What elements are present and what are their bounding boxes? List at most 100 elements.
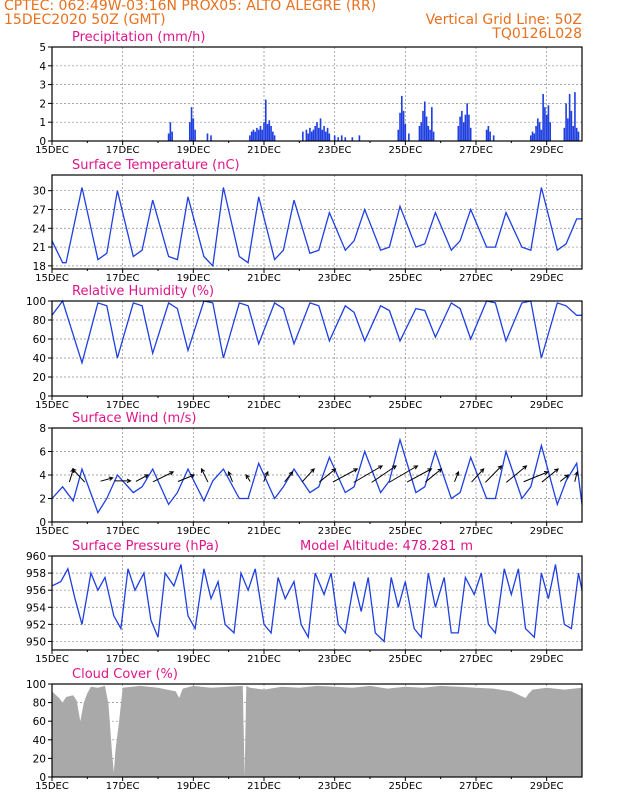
pressure-x-tick-label: 21DEC bbox=[247, 654, 281, 665]
wind-wind-arrowhead bbox=[392, 465, 397, 470]
temperature-x-tick-label: 29DEC bbox=[530, 273, 564, 284]
wind-wind-arrowhead bbox=[427, 468, 433, 473]
precipitation-bar bbox=[538, 122, 541, 141]
precipitation-bar bbox=[268, 120, 271, 141]
precipitation-bar bbox=[422, 110, 424, 141]
precipitation-bar bbox=[259, 125, 262, 141]
wind-wind-arrowhead bbox=[108, 476, 114, 481]
pressure-y-tick-label: 952 bbox=[26, 619, 46, 631]
precipitation-bar bbox=[547, 105, 550, 141]
precipitation-bar bbox=[487, 125, 490, 141]
precipitation-bar bbox=[577, 131, 580, 141]
cloud-cover-x-tick-label: 29DEC bbox=[530, 781, 564, 792]
precipitation-bar bbox=[257, 129, 260, 141]
precipitation-bar bbox=[250, 131, 253, 141]
precipitation-bar bbox=[194, 129, 196, 141]
precipitation-bar bbox=[542, 94, 544, 141]
temperature-x-tick-label: 23DEC bbox=[318, 273, 352, 284]
cloud-cover-y-tick-label: 0 bbox=[39, 772, 46, 784]
wind-wind-arrowhead bbox=[522, 465, 528, 470]
wind-wind-arrowhead bbox=[437, 468, 443, 473]
precipitation-bar bbox=[489, 131, 491, 141]
precipitation-x-tick-label: 21DEC bbox=[247, 145, 281, 156]
pressure-y-tick-label: 958 bbox=[26, 568, 46, 580]
cloud-cover-y-tick-label: 20 bbox=[33, 753, 46, 765]
wind-wind-arrow bbox=[319, 468, 336, 483]
precipitation-bar bbox=[469, 127, 472, 141]
pressure-x-tick-label: 27DEC bbox=[459, 654, 493, 665]
pressure-y-tick-label: 954 bbox=[26, 602, 46, 614]
precipitation-x-tick-label: 17DEC bbox=[106, 145, 140, 156]
precipitation-bar bbox=[574, 92, 576, 141]
cloud-cover-area bbox=[52, 685, 582, 777]
humidity-x-tick-label: 19DEC bbox=[176, 400, 210, 411]
precipitation-bar bbox=[565, 103, 567, 141]
wind-y-tick-label: 4 bbox=[39, 470, 46, 482]
wind-wind-arrow bbox=[152, 471, 174, 483]
wind-wind-arrow bbox=[574, 471, 578, 482]
precipitation-bar bbox=[323, 125, 325, 141]
pressure-line bbox=[51, 564, 583, 643]
cloud-cover-frame bbox=[51, 683, 583, 778]
cloud-cover-x-tick-label: 17DEC bbox=[106, 781, 140, 792]
humidity-x-tick-label: 23DEC bbox=[318, 400, 352, 411]
cloud-cover-y-tick-label: 100 bbox=[26, 679, 46, 691]
pressure-title: Surface Pressure (hPa) bbox=[72, 539, 219, 554]
wind-wind-arrowhead bbox=[227, 470, 232, 476]
wind-x-tick-label: 21DEC bbox=[247, 526, 281, 537]
wind-y-tick-label: 0 bbox=[39, 517, 46, 529]
wind-wind-arrowhead bbox=[264, 470, 269, 476]
wind-wind-arrowhead bbox=[331, 468, 337, 473]
cloud-cover-x-tick-label: 19DEC bbox=[176, 781, 210, 792]
precipitation-bar bbox=[252, 129, 255, 141]
wind-wind-arrow bbox=[227, 471, 233, 482]
precipitation-bar bbox=[399, 112, 401, 141]
pressure-x-tick-label: 23DEC bbox=[318, 654, 352, 665]
wind-wind-arrow bbox=[388, 465, 418, 483]
humidity-y-tick-label: 100 bbox=[26, 296, 46, 308]
precipitation-bar bbox=[529, 135, 532, 141]
cloud-cover-x-tick-label: 15DEC bbox=[35, 781, 69, 792]
humidity-y-tick-label: 80 bbox=[33, 315, 46, 327]
wind-y-tick-label: 2 bbox=[39, 494, 46, 506]
precipitation-bar bbox=[568, 94, 571, 141]
wind-wind-arrow bbox=[284, 471, 294, 483]
precipitation-bar bbox=[256, 127, 258, 141]
precipitation-bar bbox=[270, 125, 272, 141]
wind-x-tick-label: 27DEC bbox=[459, 526, 493, 537]
temperature-frame bbox=[51, 174, 583, 270]
wind-x-tick-label: 23DEC bbox=[318, 526, 352, 537]
wind-wind-arrowhead bbox=[479, 468, 485, 473]
precipitation-title: Precipitation (mm/h) bbox=[72, 30, 205, 45]
humidity-y-tick-label: 40 bbox=[33, 353, 46, 365]
wind-wind-arrow bbox=[406, 468, 432, 483]
pressure-x-tick-label: 19DEC bbox=[176, 654, 210, 665]
precipitation-bar bbox=[263, 122, 265, 141]
temperature-x-tick-label: 19DEC bbox=[176, 273, 210, 284]
precipitation-bar bbox=[317, 127, 320, 141]
precipitation-bar bbox=[567, 118, 569, 141]
precipitation-bar bbox=[344, 137, 347, 141]
precipitation-bar bbox=[337, 137, 340, 141]
precipitation-bar bbox=[169, 122, 172, 141]
humidity-y-tick-label: 0 bbox=[39, 391, 46, 403]
wind-x-tick-label: 19DEC bbox=[176, 526, 210, 537]
precipitation-x-tick-label: 23DEC bbox=[318, 145, 352, 156]
temperature-x-tick-label: 15DEC bbox=[35, 273, 69, 284]
precipitation-bar bbox=[325, 131, 327, 141]
wind-wind-arrow bbox=[332, 468, 358, 483]
precipitation-bar bbox=[340, 135, 343, 141]
precipitation-bar bbox=[540, 129, 543, 141]
temperature-y-tick-label: 21 bbox=[33, 242, 46, 254]
pressure-y-tick-label: 960 bbox=[26, 551, 46, 563]
wind-x-tick-label: 15DEC bbox=[35, 526, 69, 537]
precipitation-bar bbox=[266, 124, 269, 141]
humidity-line bbox=[51, 299, 582, 366]
run-code-label: TQ0126L028 bbox=[492, 26, 582, 42]
wind-wind-arrowhead bbox=[554, 468, 559, 473]
pressure-frame bbox=[51, 555, 583, 651]
precipitation-bar bbox=[563, 127, 566, 141]
wind-wind-arrowhead bbox=[378, 465, 384, 470]
precipitation-bar bbox=[310, 131, 313, 141]
cloud-cover-x-tick-label: 23DEC bbox=[318, 781, 352, 792]
